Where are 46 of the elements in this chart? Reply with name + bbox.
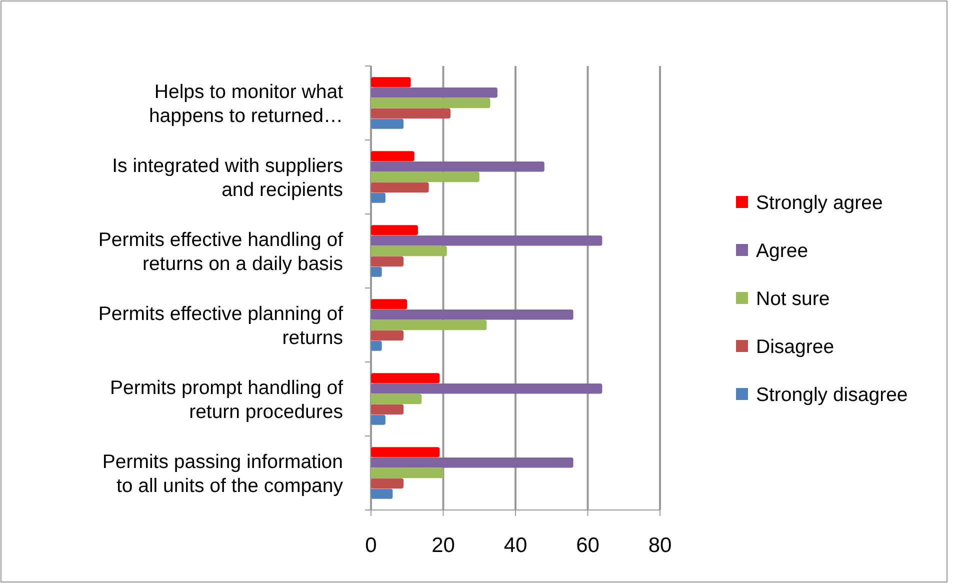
bar <box>371 404 404 414</box>
legend-label: Not sure <box>756 288 830 310</box>
bar <box>371 320 487 330</box>
bar <box>371 447 440 458</box>
bar <box>371 414 386 425</box>
legend-label: Agree <box>756 240 808 262</box>
bar <box>371 299 408 310</box>
bar <box>371 151 414 162</box>
bar <box>371 88 498 98</box>
bar <box>371 394 422 404</box>
y-tick-label: Permits effective handling of returns on a daily basis <box>98 229 344 275</box>
bar <box>371 118 404 129</box>
bar <box>371 488 393 499</box>
bar <box>371 172 480 182</box>
bar <box>371 98 490 108</box>
bar <box>371 182 429 192</box>
y-tick-label: Helps to monitor what happens to returned… <box>148 81 344 127</box>
x-tick-label: 20 <box>432 534 455 557</box>
x-tick-label: 60 <box>576 534 600 557</box>
bar <box>371 256 404 266</box>
bar <box>371 373 440 384</box>
bar <box>371 236 602 246</box>
bar <box>371 162 544 172</box>
y-tick-label: Permits effective planning of returns <box>98 303 344 349</box>
bar <box>371 246 447 256</box>
x-tick-label: 0 <box>365 534 377 557</box>
bar <box>371 384 602 394</box>
bar <box>371 225 418 236</box>
bar <box>371 458 574 468</box>
legend-label: Strongly disagree <box>756 384 908 406</box>
bar <box>371 77 411 88</box>
x-tick-label: 80 <box>648 534 672 557</box>
legend-label: Disagree <box>756 336 834 358</box>
y-tick-label: Is integrated with suppliers and recipients <box>112 155 344 201</box>
bar <box>371 478 404 488</box>
y-tick-label: Permits prompt handling of return procedures <box>110 377 344 423</box>
bar <box>371 266 382 277</box>
x-tick-label: 40 <box>504 534 528 557</box>
bar <box>371 192 386 203</box>
bar <box>371 310 574 320</box>
y-tick-label: Permits passing information to all units of the company <box>102 451 344 497</box>
bar <box>371 330 404 340</box>
bar <box>371 468 444 478</box>
bar <box>371 340 382 351</box>
legend-label: Strongly agree <box>756 192 883 214</box>
bar <box>371 108 450 118</box>
